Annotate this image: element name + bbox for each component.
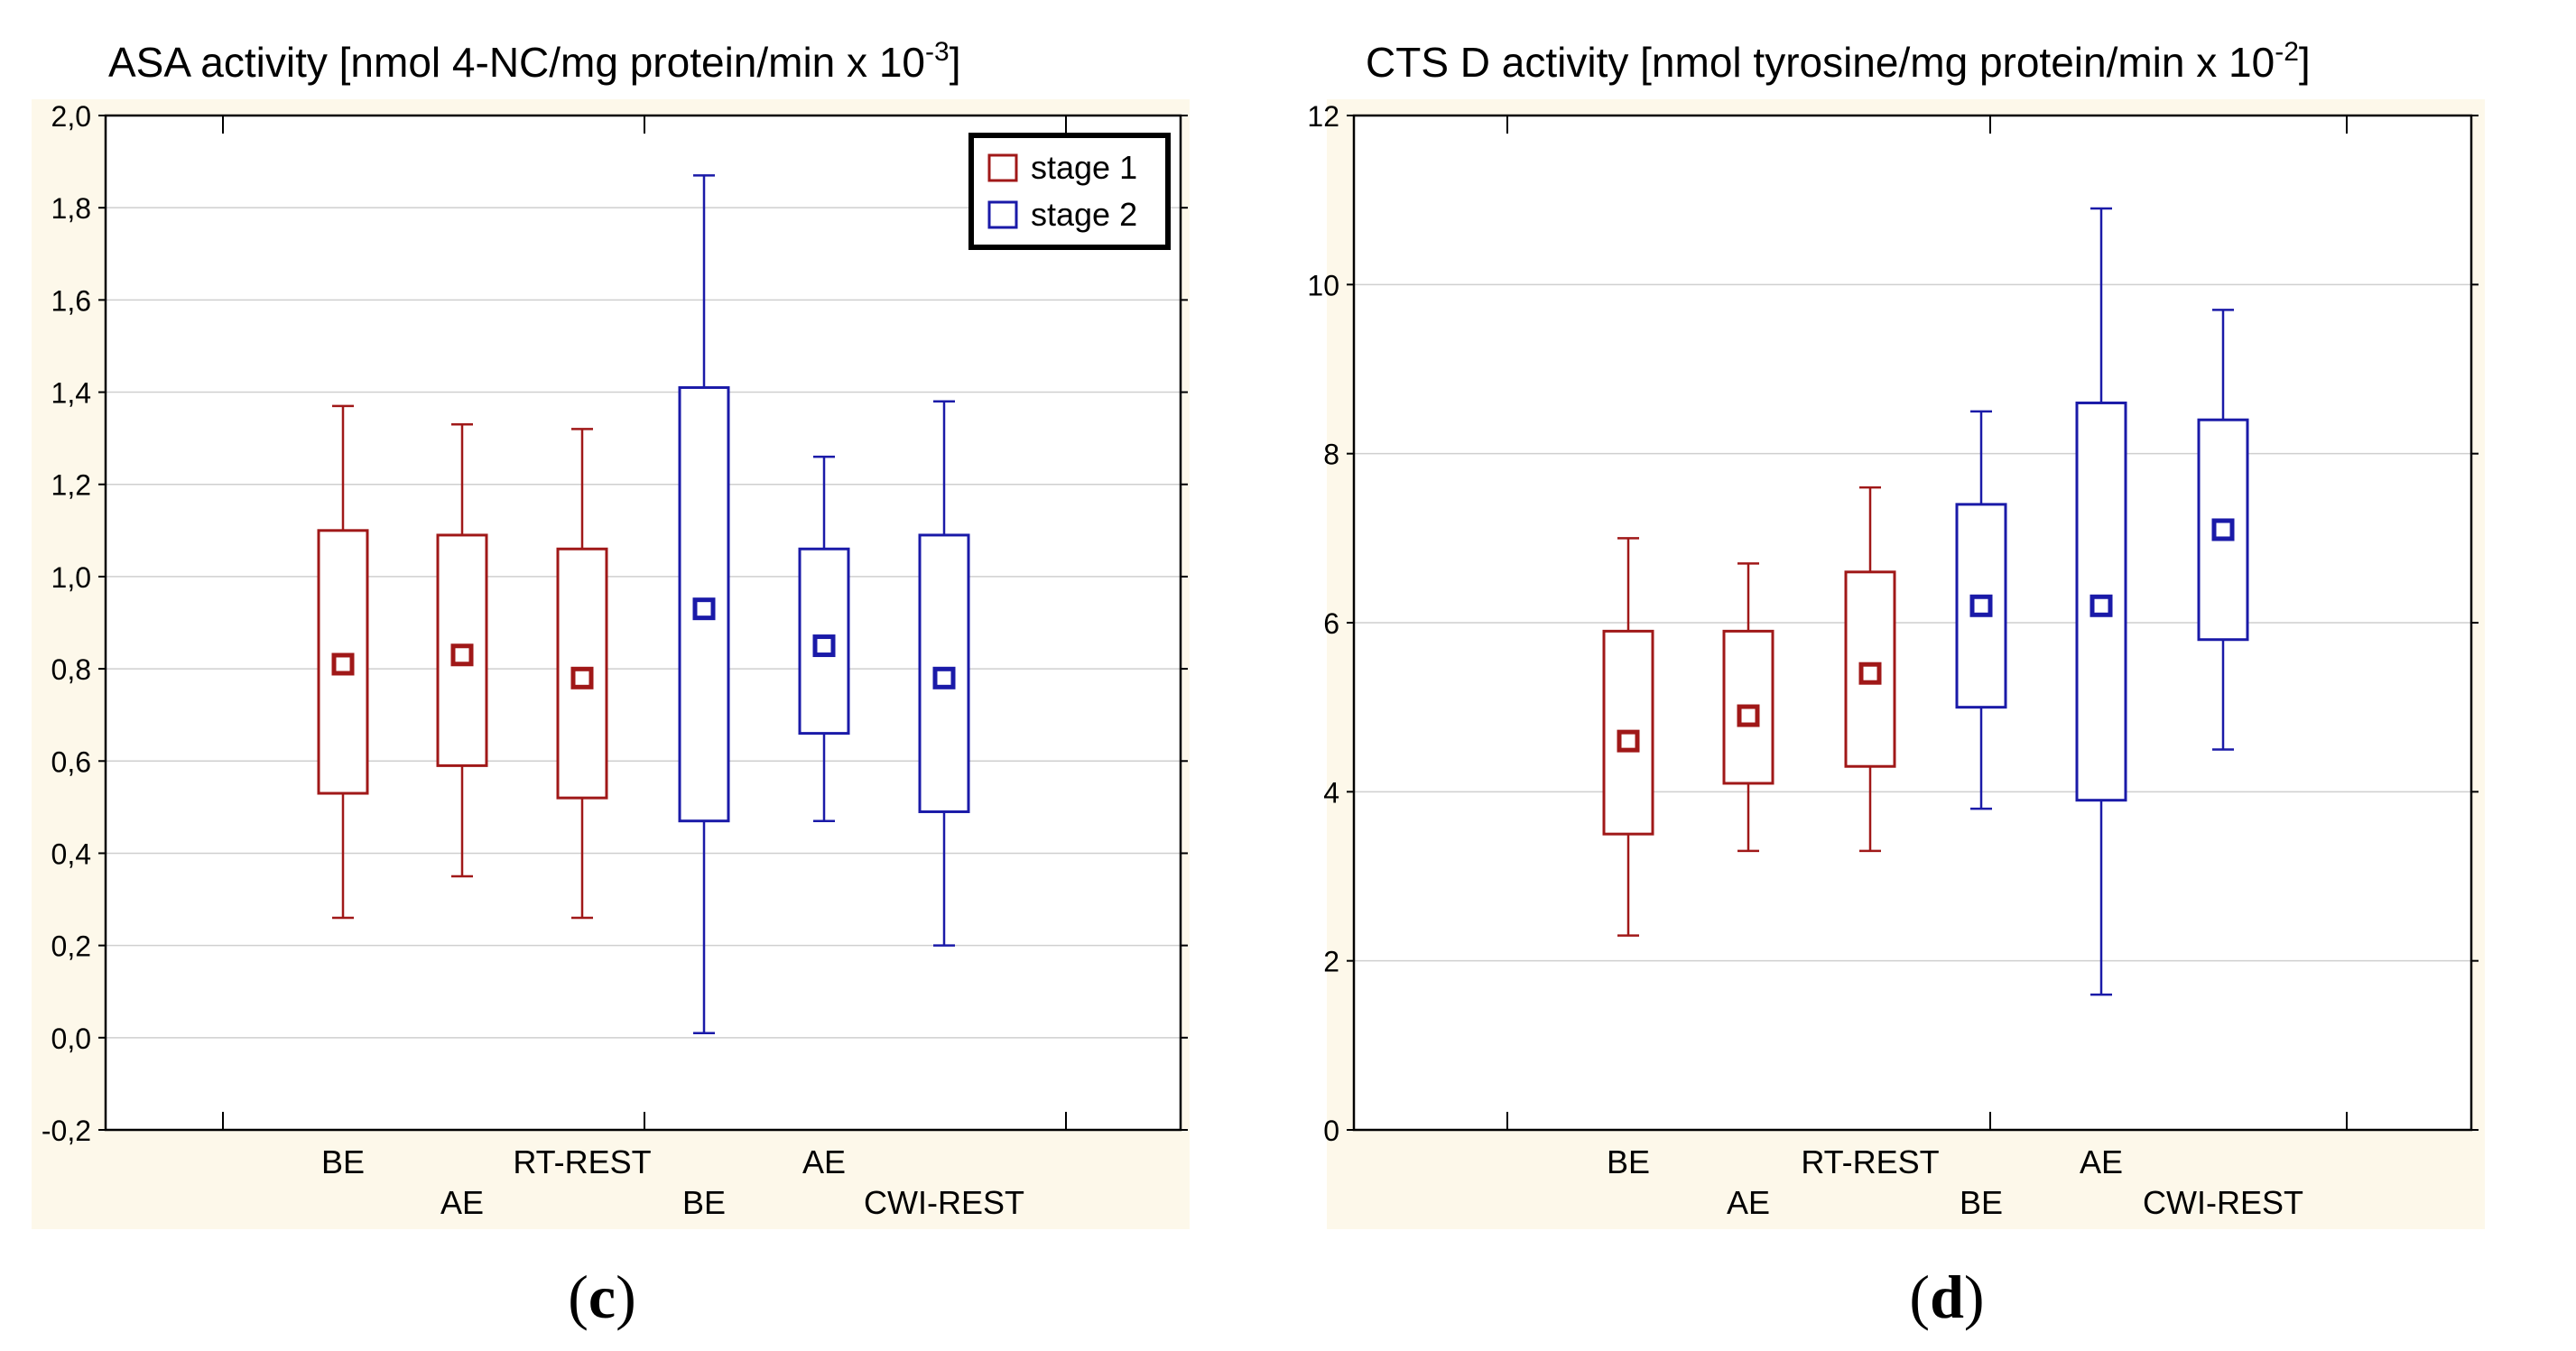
y-tick-label: 2 (1323, 946, 1339, 978)
box-plot-stage1-be (1602, 537, 1654, 937)
y-tick-label: 1,0 (51, 561, 91, 594)
y-tick-label: 0,2 (51, 930, 91, 963)
mean-marker (1969, 594, 1993, 617)
panel-c: -0,2 0,0 0,2 0,4 0,6 0,8 1,0 1,2 1,4 1,6 1,8 2,0 BE A… (32, 37, 1190, 1331)
x-category-label: RT-REST (513, 1143, 651, 1180)
legend-swatch (987, 153, 1018, 182)
mean-marker (692, 597, 716, 621)
panel-label-letter: c (588, 1263, 616, 1331)
x-category-label: AE (1727, 1184, 1770, 1221)
chart-title-end: ] (950, 39, 961, 86)
chart-title-main: ASA activity [nmol 4-NC/mg protein/min x… (108, 39, 925, 86)
mean-marker (1737, 704, 1760, 727)
plot-area (106, 116, 1181, 1130)
box-plot-stage1-ae (1722, 562, 1774, 853)
chart-title-superscript: -2 (2275, 37, 2299, 67)
box-plot-stage2-cwi-rest (918, 400, 970, 947)
plot-frame (1352, 114, 2473, 1132)
mean-marker (1858, 662, 1882, 685)
x-category-label: BE (1607, 1143, 1650, 1180)
y-tick-label: 1,6 (51, 284, 91, 317)
mean-marker (570, 666, 594, 689)
y-tick-label: 0,4 (51, 837, 91, 870)
box-plot-stage2-be (678, 174, 730, 1034)
chart-title: CTS D activity [nmol tyrosine/mg protein… (1366, 37, 2311, 86)
x-category-label: AE (440, 1184, 484, 1221)
y-tick-label: 2,0 (51, 100, 91, 133)
legend: stage 1 stage 2 (968, 133, 1171, 250)
y-tick-label: -0,2 (42, 1115, 91, 1147)
x-category-label: AE (2080, 1143, 2123, 1180)
box-plot-stage1-be (317, 404, 369, 920)
y-tick-label: 6 (1323, 607, 1339, 640)
legend-label: stage 1 (1031, 149, 1137, 186)
y-tick-label: 0 (1323, 1115, 1339, 1147)
x-category-label: CWI-REST (2143, 1184, 2303, 1221)
chart-title: ASA activity [nmol 4-NC/mg protein/min x… (108, 37, 960, 86)
mean-marker (331, 652, 355, 676)
x-category-label: AE (802, 1143, 846, 1180)
mean-marker (932, 666, 956, 689)
box-plot-stage2-cwi-rest (2197, 309, 2249, 751)
y-tick-label: 12 (1307, 100, 1339, 133)
panel-label-close: ) (1964, 1263, 1985, 1331)
x-category-label: RT-REST (1801, 1143, 1939, 1180)
chart-title-end: ] (2299, 39, 2311, 86)
box-plot-stage2-ae (798, 455, 850, 822)
y-tick-label: 1,2 (51, 469, 91, 502)
panel-label-open: ( (568, 1263, 588, 1331)
panel-label-close: ) (616, 1263, 636, 1331)
y-tick-label: 0,8 (51, 653, 91, 686)
mean-marker (2090, 594, 2113, 617)
legend-swatch (987, 200, 1018, 229)
x-category-label: BE (682, 1184, 726, 1221)
chart-title-main: CTS D activity [nmol tyrosine/mg protein… (1366, 39, 2275, 86)
mean-marker (2211, 518, 2235, 541)
box-plot-stage2-be (1955, 410, 2007, 810)
y-tick-label: 8 (1323, 439, 1339, 471)
y-tick-label: 4 (1323, 776, 1339, 809)
chart-title-superscript: -3 (925, 37, 950, 67)
x-category-label: CWI-REST (864, 1184, 1024, 1221)
box-plot-stage1-ae (436, 423, 488, 878)
panel-d: 0 2 4 6 8 10 12 BE AE RT-REST BE AE CWI-REST CTS D ac… (1307, 37, 2485, 1331)
box-plot-stage1-rt-rest (556, 428, 608, 920)
x-category-label: BE (1960, 1184, 2003, 1221)
panel-label-open: ( (1909, 1263, 1930, 1331)
y-tick-label: 0,6 (51, 745, 91, 778)
mean-marker (812, 634, 836, 658)
y-tick-label: 1,8 (51, 192, 91, 225)
panel-label: (c) (568, 1263, 636, 1331)
y-tick-label: 1,4 (51, 377, 91, 410)
box-iqr (1955, 503, 2007, 709)
y-tick-label: 10 (1307, 269, 1339, 301)
mean-marker (450, 643, 474, 667)
legend-label: stage 2 (1031, 196, 1137, 233)
x-category-label: BE (321, 1143, 365, 1180)
panel-label-letter: d (1930, 1263, 1964, 1331)
plot-frame (104, 114, 1182, 1132)
box-plot-stage2-ae (2075, 207, 2127, 996)
panel-label: (d) (1909, 1263, 1984, 1331)
mean-marker (1617, 729, 1640, 753)
box-plot-stage1-rt-rest (1844, 486, 1896, 853)
y-tick-label: 0,0 (51, 1023, 91, 1055)
